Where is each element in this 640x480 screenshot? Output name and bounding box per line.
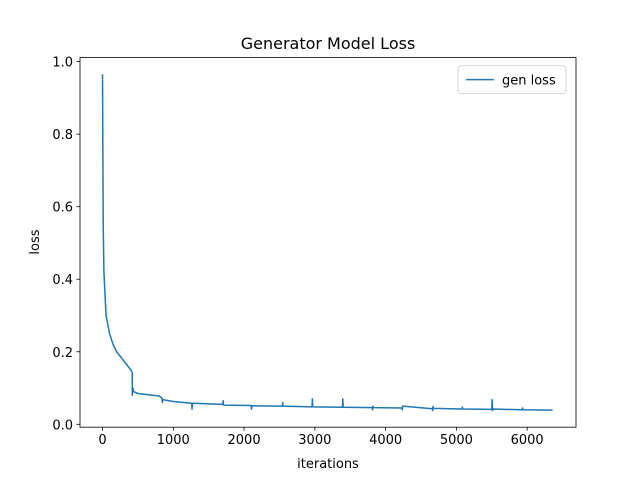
y-axis-label: loss	[28, 229, 43, 254]
y-tick-label: 0.8	[52, 128, 73, 143]
x-axis-label: iterations	[297, 457, 359, 472]
x-tick-label: 4000	[369, 433, 402, 448]
data-line	[101, 74, 553, 412]
legend-box	[457, 65, 567, 94]
y-tick-label: 1.0	[52, 56, 73, 71]
legend-label: gen loss	[502, 74, 556, 89]
plot-frame	[79, 57, 577, 428]
y-tick-label: 0.4	[52, 273, 73, 288]
x-tick-label: 5000	[440, 433, 473, 448]
chart-title: Generator Model Loss	[241, 34, 416, 53]
x-tick-label: 3000	[298, 433, 331, 448]
x-tick-label: 0	[98, 433, 106, 448]
x-tick-label: 1000	[157, 433, 190, 448]
y-tick-label: 0.2	[52, 346, 73, 361]
y-tick-label: 0.6	[52, 201, 73, 216]
y-tick-label: 0.0	[52, 418, 73, 433]
x-tick-label: 6000	[511, 433, 544, 448]
x-tick-label: 2000	[228, 433, 261, 448]
